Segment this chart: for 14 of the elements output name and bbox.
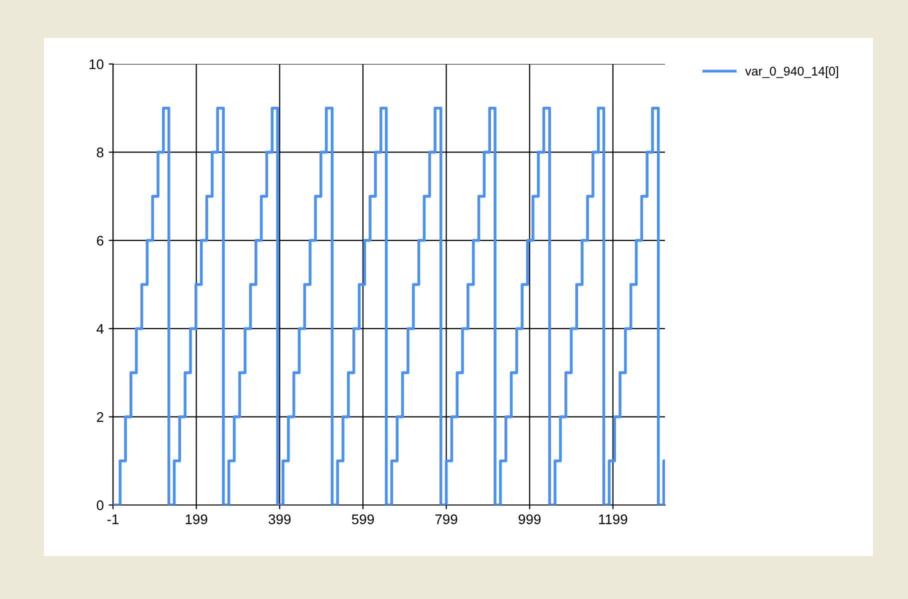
x-tick-label: 999 bbox=[518, 514, 541, 524]
legend-label: var_0_940_14[0] bbox=[745, 66, 838, 78]
x-tick-label: 399 bbox=[268, 514, 291, 524]
y-tick-label: 0 bbox=[96, 500, 104, 510]
y-tick-label: 10 bbox=[90, 59, 104, 70]
y-tick-label: 2 bbox=[96, 412, 104, 422]
x-tick-label: 599 bbox=[352, 514, 374, 524]
x-tick-label: 1199 bbox=[599, 514, 628, 524]
y-tick-label: 4 bbox=[96, 324, 104, 334]
x-tick-label: 799 bbox=[435, 514, 458, 524]
x-tick-label: -1 bbox=[107, 514, 118, 524]
x-tick-label: 199 bbox=[186, 514, 208, 524]
y-tick-label: 6 bbox=[96, 236, 104, 246]
y-tick-label: 8 bbox=[96, 148, 104, 158]
